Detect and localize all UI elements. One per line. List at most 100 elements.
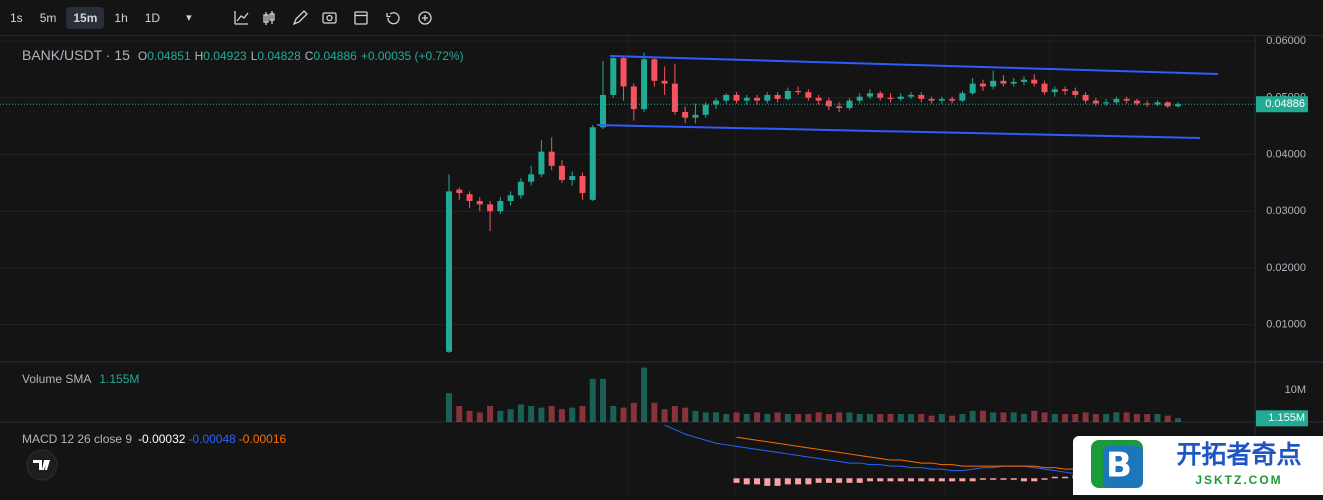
macd-histogram bbox=[825, 478, 832, 483]
volume-bar bbox=[600, 378, 607, 422]
interval-button[interactable]: 1h bbox=[114, 10, 128, 25]
candle-body bbox=[702, 104, 709, 115]
candle-body bbox=[815, 97, 822, 101]
trend-channel[interactable] bbox=[596, 55, 1219, 139]
candle-body bbox=[1031, 79, 1038, 84]
candle-body bbox=[558, 165, 565, 181]
volume-bar bbox=[1082, 412, 1089, 422]
candle-body bbox=[908, 94, 915, 97]
macd-histogram bbox=[1010, 478, 1017, 480]
candle-body bbox=[856, 96, 863, 101]
volume-bar bbox=[579, 406, 586, 422]
volume-bar bbox=[825, 414, 832, 422]
volume-bar bbox=[723, 414, 730, 422]
candle-body bbox=[1123, 98, 1130, 101]
candle-body bbox=[456, 189, 463, 194]
volume-bar bbox=[466, 410, 473, 422]
candle-body bbox=[1051, 89, 1058, 93]
candle-body bbox=[692, 114, 699, 118]
candle-body bbox=[641, 59, 648, 110]
volume-bar bbox=[528, 406, 535, 422]
volume-bar bbox=[507, 409, 514, 422]
plot-layer: 0.010000.020000.030000.040000.050000.060… bbox=[0, 35, 1308, 487]
macd-histogram bbox=[1000, 478, 1007, 480]
volume-bar bbox=[538, 407, 545, 422]
interval-button[interactable]: 5m bbox=[39, 10, 57, 25]
volume-bar bbox=[908, 414, 915, 422]
add-icon[interactable] bbox=[417, 11, 432, 25]
volume-bar bbox=[1092, 414, 1099, 422]
candle-body bbox=[1103, 102, 1110, 104]
change: +0.00035 (+0.72%) bbox=[360, 49, 464, 63]
interval-button[interactable]: 1D bbox=[144, 10, 161, 25]
candle-body bbox=[671, 83, 678, 112]
volume-bar bbox=[610, 406, 617, 422]
indicator-icon[interactable] bbox=[233, 11, 249, 25]
ohlc-value: 0.04851 bbox=[147, 49, 191, 63]
price-badge bbox=[1256, 96, 1308, 113]
candle-body bbox=[836, 106, 843, 109]
volume-bar bbox=[805, 414, 812, 422]
price-badge-label: 0.04886 bbox=[1265, 98, 1305, 110]
macd-histogram bbox=[979, 478, 986, 480]
volume-bar bbox=[1144, 414, 1151, 422]
y-tick-label: 0.01000 bbox=[1266, 318, 1306, 330]
volume-bar bbox=[754, 412, 761, 422]
ohlc-key: O bbox=[137, 49, 148, 63]
volume-bar bbox=[1041, 412, 1048, 422]
calendar-icon[interactable] bbox=[353, 11, 368, 25]
tv-logo[interactable] bbox=[26, 449, 58, 481]
price-badge-label: 1.155M bbox=[1268, 412, 1305, 424]
volume-bar bbox=[487, 406, 494, 422]
macd-histogram bbox=[754, 478, 761, 485]
volume-bar bbox=[558, 409, 565, 422]
candle-icon[interactable] bbox=[262, 11, 275, 25]
replay-icon[interactable] bbox=[385, 12, 400, 25]
volume-bar bbox=[949, 415, 956, 422]
volume-bar bbox=[1154, 414, 1161, 422]
candle-body bbox=[866, 93, 873, 97]
candle-body bbox=[600, 94, 607, 128]
macd-histogram bbox=[990, 478, 997, 480]
candle-body bbox=[969, 83, 976, 94]
interval-button[interactable]: 15m bbox=[66, 6, 105, 29]
volume-bar bbox=[866, 414, 873, 422]
macd-title: MACD 12 26 close 9 bbox=[22, 432, 133, 446]
toolbar-icons bbox=[233, 10, 432, 26]
volume-bar bbox=[938, 414, 945, 422]
logo-box bbox=[1103, 446, 1143, 488]
camera-icon[interactable] bbox=[321, 12, 337, 24]
volume-bar bbox=[1123, 412, 1130, 422]
candle-body bbox=[1113, 98, 1120, 103]
watermark-title: 开拓者奇点 bbox=[1176, 440, 1301, 469]
macd-histogram bbox=[856, 478, 863, 483]
macd-histogram bbox=[969, 478, 976, 482]
volume-bar bbox=[918, 414, 925, 422]
volume-bar bbox=[856, 414, 863, 422]
watermark: B 开拓者奇点 JSKTZ.COM bbox=[1073, 436, 1323, 495]
candle-body bbox=[1010, 81, 1017, 84]
macd-histogram bbox=[743, 478, 750, 485]
macd-histogram bbox=[733, 478, 740, 483]
candle-body bbox=[825, 100, 832, 107]
y-tick-label: 0.04000 bbox=[1266, 148, 1306, 160]
y-tick-label: 0.06000 bbox=[1266, 35, 1306, 47]
candle-body bbox=[446, 191, 452, 352]
candle-body bbox=[1041, 83, 1048, 93]
macd-histogram bbox=[959, 478, 966, 482]
volume-bar bbox=[959, 414, 966, 422]
ohlc-key: C bbox=[304, 49, 314, 63]
volume-bar bbox=[456, 406, 463, 422]
macd-histogram bbox=[1020, 478, 1027, 482]
macd-histogram bbox=[887, 478, 894, 482]
macd-histogram bbox=[764, 478, 771, 486]
macd-histogram bbox=[918, 478, 925, 482]
interval-button[interactable]: 1s bbox=[10, 10, 23, 25]
candle-body bbox=[764, 94, 771, 101]
ohlc-value: 0.04923 bbox=[203, 49, 247, 63]
draw-icon[interactable] bbox=[292, 10, 308, 26]
volume-bar bbox=[1175, 418, 1181, 422]
candle-body bbox=[959, 93, 966, 101]
volume-bar bbox=[733, 412, 740, 422]
